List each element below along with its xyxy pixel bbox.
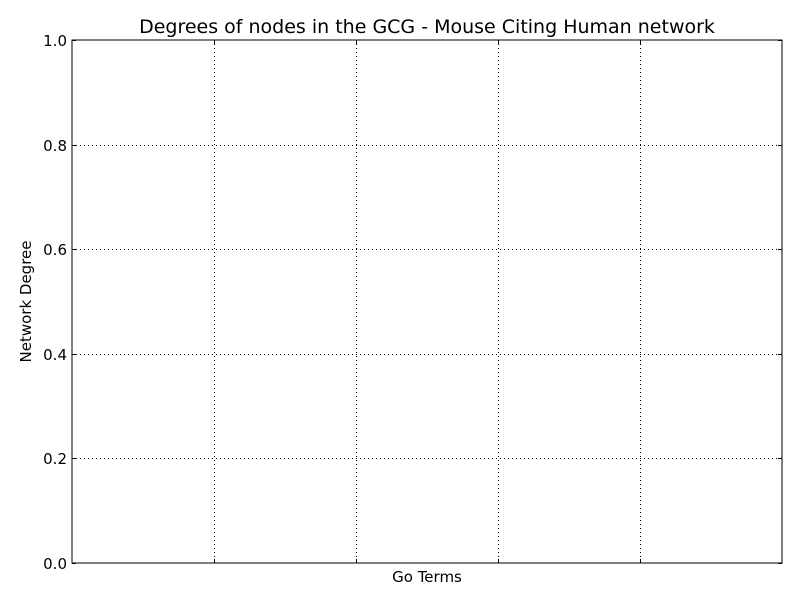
y-tick-label: 0.6 [43,241,67,259]
x-axis-label: Go Terms [392,568,462,586]
y-axis-label: Network Degree [17,241,35,363]
chart-title: Degrees of nodes in the GCG - Mouse Citi… [139,16,715,38]
y-tick-label: 0.2 [43,450,67,468]
y-tick-label: 0.0 [43,555,67,573]
y-tick-label: 0.8 [43,137,67,155]
y-tick-label: 1.0 [43,32,67,50]
y-tick-label: 0.4 [43,346,67,364]
ticks-layer: 0.0 0.2 0.4 0.6 0.8 1.0 [43,32,782,573]
plot-frame [71,39,783,564]
plot-background [72,40,782,563]
